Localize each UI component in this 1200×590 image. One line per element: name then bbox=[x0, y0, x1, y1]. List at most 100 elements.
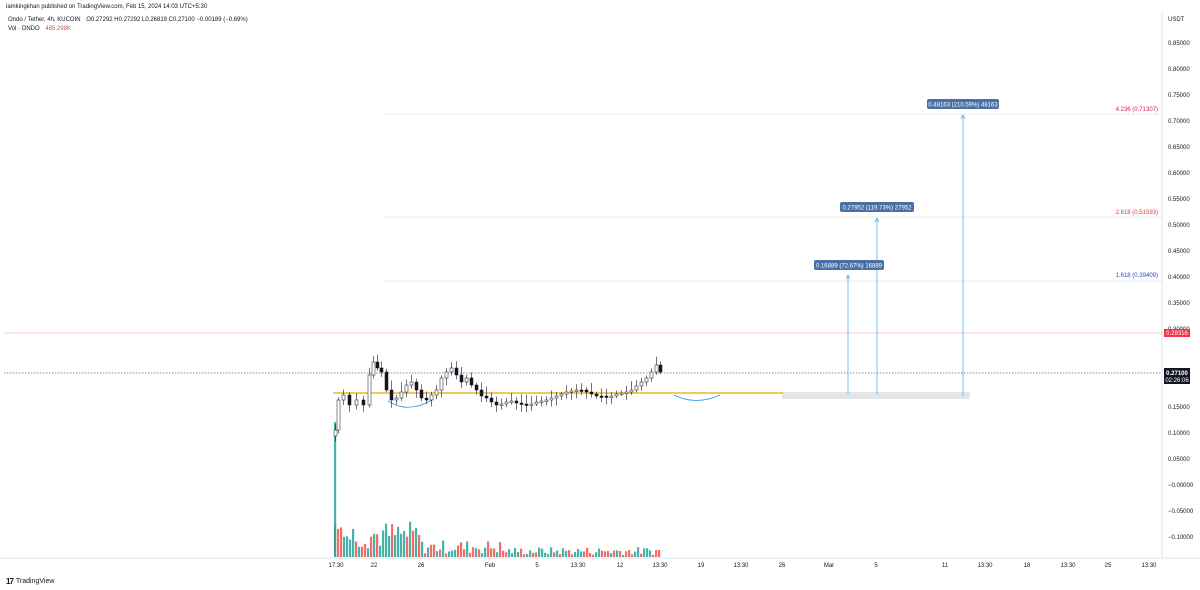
volume-bar bbox=[343, 536, 346, 557]
candle-body bbox=[469, 377, 474, 386]
candle-body bbox=[449, 367, 454, 373]
candle-body bbox=[624, 391, 629, 394]
candle-body bbox=[544, 399, 549, 402]
candle-body bbox=[336, 399, 341, 431]
candle-body bbox=[559, 393, 564, 397]
candle-body bbox=[499, 403, 504, 406]
volume-bar bbox=[478, 549, 481, 557]
volume-bar bbox=[547, 553, 550, 557]
candle-body bbox=[614, 393, 619, 397]
volume-bar bbox=[574, 551, 577, 557]
target-label-1: 0.48163 (210.59%) 48163 bbox=[928, 103, 998, 109]
time-tick-label: 26 bbox=[418, 563, 425, 569]
candle-body bbox=[489, 397, 494, 403]
time-tick-label: 26 bbox=[779, 563, 786, 569]
volume-bar bbox=[406, 536, 409, 557]
target-arrows[interactable] bbox=[845, 114, 966, 396]
volume-bar bbox=[418, 534, 421, 557]
volume-bar bbox=[550, 547, 553, 557]
volume-bar bbox=[385, 523, 388, 557]
target-label-3: 0.16889 (72.67%) 16889 bbox=[816, 264, 883, 270]
curve-arc-1[interactable] bbox=[387, 399, 433, 408]
volume-bar bbox=[451, 550, 454, 557]
volume-bar bbox=[544, 552, 547, 557]
volume-bar bbox=[601, 550, 604, 557]
bar-countdown: 02:26:06 bbox=[1165, 378, 1189, 384]
volume-bar bbox=[625, 551, 628, 557]
candle-body bbox=[371, 361, 376, 376]
last-price: 0.27100 bbox=[1166, 371, 1188, 377]
volume-bar bbox=[616, 550, 619, 557]
candle-body bbox=[429, 394, 434, 401]
volume-label[interactable]: Vol · ONDO bbox=[8, 26, 40, 32]
candle-body bbox=[399, 391, 404, 399]
candle-body bbox=[333, 429, 338, 437]
volume-bar bbox=[565, 550, 568, 557]
candle-body bbox=[389, 389, 394, 401]
volume-bar bbox=[460, 542, 463, 557]
time-tick-label: 13:30 bbox=[570, 563, 586, 569]
candle-body bbox=[504, 401, 509, 405]
volume-bar bbox=[415, 527, 418, 557]
time-tick-label: 12 bbox=[617, 563, 624, 569]
volume-bar bbox=[523, 554, 526, 557]
price-tick-label: 0.10000 bbox=[1168, 431, 1190, 437]
target-label-1-group[interactable]: 0.48163 (210.59%) 48163 bbox=[927, 99, 999, 109]
volume-bar bbox=[433, 544, 436, 557]
volume-bar bbox=[508, 549, 511, 557]
volume-bar bbox=[631, 554, 634, 557]
volume-bar bbox=[496, 552, 499, 557]
candle-body bbox=[589, 391, 594, 395]
volume-bar bbox=[598, 548, 601, 557]
time-tick-label: 19 bbox=[698, 563, 705, 569]
volume-bar bbox=[388, 536, 391, 557]
volume-bar bbox=[466, 541, 469, 557]
volume-bar bbox=[400, 533, 403, 557]
candle-body bbox=[639, 381, 644, 387]
time-tick-label: Feb bbox=[485, 563, 496, 569]
target-arrowhead-2 bbox=[874, 217, 880, 223]
candle-body bbox=[574, 389, 579, 392]
candle-body bbox=[509, 400, 514, 403]
volume-bar bbox=[439, 549, 442, 557]
volume-bar bbox=[520, 548, 523, 557]
red-line-price: 0.29316 bbox=[1166, 331, 1188, 337]
range-box[interactable] bbox=[782, 392, 970, 399]
curve-arc-2[interactable] bbox=[673, 394, 721, 401]
currency-label: USDT bbox=[1168, 17, 1185, 23]
volume-bar bbox=[553, 552, 556, 557]
volume-bar bbox=[646, 548, 649, 557]
volume-bar bbox=[643, 548, 646, 557]
target-label-2-group[interactable]: 0.27952 (119.73%) 27952 bbox=[840, 202, 914, 212]
candle-body bbox=[439, 377, 444, 391]
time-tick-label: 13:30 bbox=[1141, 563, 1157, 569]
candle-body bbox=[609, 395, 614, 398]
volume-bar bbox=[475, 548, 478, 557]
volume-bar bbox=[454, 549, 457, 557]
volume-bar bbox=[481, 553, 484, 557]
volume-bar bbox=[376, 534, 379, 557]
candle-body bbox=[599, 395, 604, 398]
symbol-label[interactable]: Ondo / Tether, 4h, KUCOIN bbox=[8, 17, 81, 23]
target-label-3-group[interactable]: 0.16889 (72.67%) 16889 bbox=[814, 260, 884, 270]
candle-body bbox=[564, 391, 569, 395]
tradingview-logo[interactable]: 17 TradingView bbox=[6, 577, 54, 586]
volume-bar bbox=[361, 546, 364, 557]
time-tick-label: Mar bbox=[824, 563, 834, 569]
volume-bar bbox=[430, 544, 433, 557]
volume-bar bbox=[517, 551, 520, 557]
candle-body bbox=[529, 403, 534, 406]
volume-bar bbox=[502, 550, 505, 557]
candle-body bbox=[404, 384, 409, 393]
volume-bar bbox=[352, 528, 355, 557]
candle-body bbox=[594, 393, 599, 397]
volume-bar bbox=[487, 541, 490, 557]
candle-body bbox=[384, 371, 389, 391]
volume-bar bbox=[592, 554, 595, 557]
volume-bar bbox=[340, 527, 343, 557]
candle-body bbox=[375, 361, 380, 369]
candle-body bbox=[367, 374, 372, 406]
red-line-price-tag: 0.29316 bbox=[1164, 329, 1190, 337]
volume-row: Vol · ONDO 485.298K bbox=[8, 25, 248, 34]
